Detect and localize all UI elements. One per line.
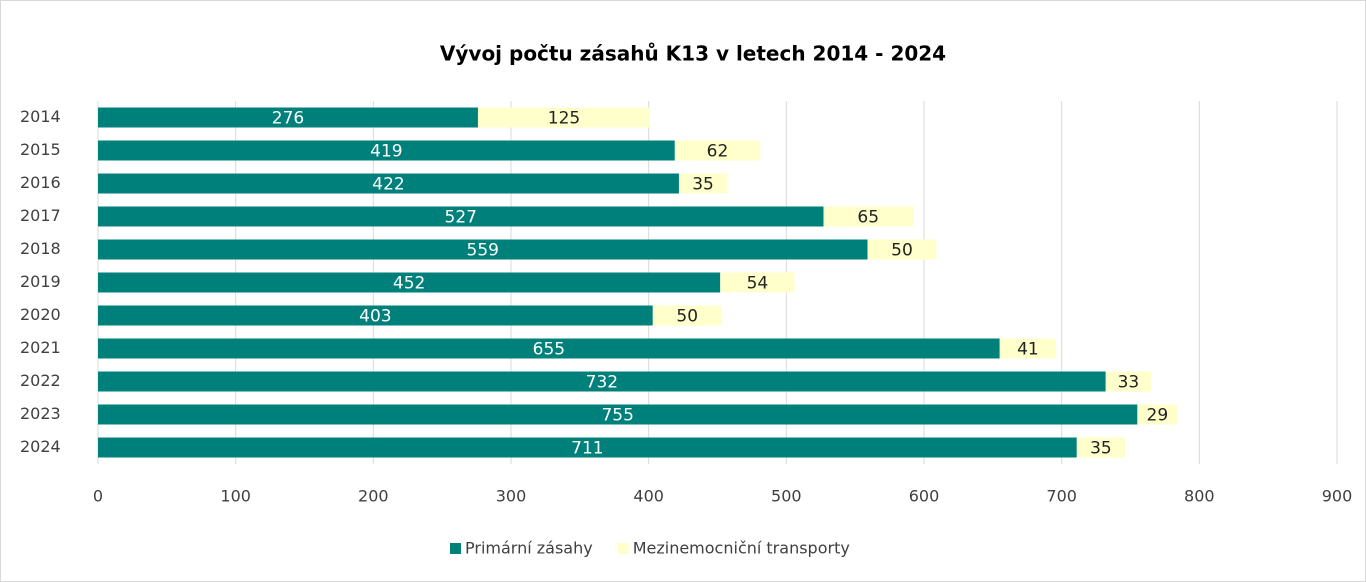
x-tick-label: 200	[358, 487, 389, 506]
x-tick-label: 500	[771, 487, 802, 506]
y-tick-label: 2017	[20, 206, 61, 225]
chart: Vývoj počtu zásahů K13 v letech 2014 - 2…	[0, 0, 1366, 582]
data-label: 50	[891, 241, 913, 261]
legend-label: Primární zásahy	[465, 539, 593, 558]
data-label: 419	[370, 142, 402, 162]
data-label: 41	[1017, 340, 1039, 360]
chart-title: Vývoj počtu zásahů K13 v letech 2014 - 2…	[440, 42, 946, 66]
legend-swatch	[618, 543, 629, 554]
data-label: 33	[1118, 373, 1140, 393]
data-label: 403	[359, 307, 391, 327]
data-label: 452	[393, 274, 425, 294]
data-label: 125	[548, 109, 580, 129]
x-tick-label: 100	[220, 487, 251, 506]
y-tick-label: 2020	[20, 305, 61, 324]
y-tick-label: 2018	[20, 239, 61, 258]
data-label: 35	[692, 175, 714, 195]
y-tick-label: 2015	[20, 140, 61, 159]
x-tick-label: 700	[1046, 487, 1077, 506]
data-label: 35	[1090, 439, 1112, 459]
x-tick-label: 600	[909, 487, 940, 506]
data-label: 732	[586, 373, 618, 393]
y-tick-label: 2019	[20, 272, 61, 291]
data-label: 62	[707, 142, 729, 162]
x-tick-label: 0	[93, 487, 103, 506]
x-tick-label: 900	[1322, 487, 1353, 506]
data-label: 276	[272, 109, 304, 129]
y-tick-label: 2021	[20, 338, 61, 357]
data-label: 29	[1147, 406, 1169, 426]
y-tick-label: 2016	[20, 173, 61, 192]
data-label: 50	[676, 307, 698, 327]
data-label: 559	[467, 241, 499, 261]
data-label: 755	[601, 406, 633, 426]
y-tick-label: 2014	[20, 107, 61, 126]
x-tick-label: 800	[1184, 487, 1215, 506]
page: Vývoj počtu zásahů K13 v letech 2014 - 2…	[0, 0, 1366, 582]
data-label: 711	[571, 439, 603, 459]
data-label: 655	[533, 340, 565, 360]
x-tick-label: 400	[633, 487, 664, 506]
legend-swatch	[450, 543, 461, 554]
y-tick-label: 2024	[20, 437, 61, 456]
x-tick-label: 300	[496, 487, 527, 506]
y-tick-label: 2022	[20, 371, 61, 390]
data-label: 65	[857, 208, 879, 228]
data-label: 527	[445, 208, 477, 228]
data-label: 422	[372, 175, 404, 195]
data-label: 54	[747, 274, 769, 294]
legend-label: Mezinemocniční transporty	[633, 539, 850, 558]
y-tick-label: 2023	[20, 404, 61, 423]
